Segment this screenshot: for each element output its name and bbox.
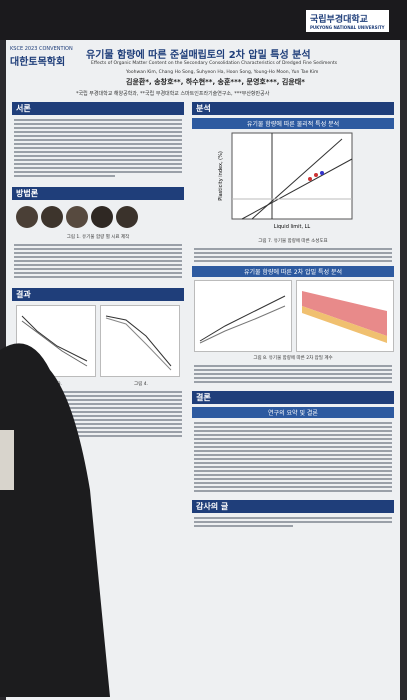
body-text: [192, 244, 394, 266]
caption: 그림 8. 유기물 함량에 따른 2차 압밀 계수: [253, 356, 333, 361]
caption: 그림 7. 유기물 함량에 따른 소성도표: [258, 239, 328, 244]
section-heading: 결론: [192, 391, 394, 404]
subheading: 유기물 함량에 따른 물리적 특성 분석: [192, 118, 394, 129]
subheading: 연구의 요약 및 결론: [192, 407, 394, 418]
section-heading: 분석: [192, 102, 394, 115]
conference: KSCE 2023 CONVENTION: [10, 46, 73, 52]
analysis-figures: [194, 280, 394, 352]
plasticity-chart: Plasticity index, (%) Liquid limit, LL: [218, 132, 353, 230]
body-text: [192, 418, 394, 496]
body-text: [192, 361, 394, 387]
section-heading: 감사의 글: [192, 500, 394, 513]
body-text: [12, 115, 184, 181]
axis-label: Liquid limit, LL: [274, 224, 311, 230]
subtitle: Effects of Organic Matter Content on the…: [91, 61, 338, 66]
authors-ko: 김윤환*, 송창호**, 하수현**, 송훈***, 문영호***, 김윤태*: [126, 78, 305, 86]
affiliations: *국립 부경대학교 해양공학과, **국립 부경대학교 스마트인프라기술연구소,…: [76, 91, 270, 97]
society: 대한토목학회: [10, 57, 66, 68]
left-column: 서론 방법론 그림 1. 유기물 함량 별 시료 제작 결과 그림 3.그림 4…: [12, 102, 184, 441]
authors-en: Yoohwan Kim, Chang Ho Song, Suhyeon Ha, …: [126, 70, 319, 75]
section-heading: 결과: [12, 288, 184, 301]
body-text: [192, 513, 394, 531]
section-heading: 서론: [12, 102, 184, 115]
caption: 그림 1. 유기물 함량 별 시료 제작: [66, 235, 130, 240]
body-text: [12, 240, 184, 282]
right-column: 분석 유기물 함량에 따른 물리적 특성 분석 Plasticity index…: [192, 102, 394, 531]
title: 유기물 함량에 따른 준설매립토의 2차 압밀 특성 분석: [86, 50, 311, 61]
figure: [199, 295, 286, 344]
figure: [21, 315, 88, 367]
sample-photos: [16, 206, 180, 228]
person-silhouette: [0, 343, 110, 697]
university: 국립부경대학교 PUKYONG NATIONAL UNIVERSITY: [306, 10, 389, 32]
caption: 그림 4.: [133, 382, 148, 387]
body-text: [12, 387, 184, 441]
result-figures: [16, 305, 180, 377]
figure: [302, 291, 387, 343]
university-name: 국립부경대학교: [310, 15, 368, 25]
university-en: PUKYONG NATIONAL UNIVERSITY: [310, 25, 385, 30]
section-heading: 방법론: [12, 187, 184, 200]
axis-label: Plasticity index, (%): [218, 151, 224, 201]
subheading: 유기물 함량에 따른 2차 압밀 특성 분석: [192, 266, 394, 277]
figure: [105, 315, 172, 371]
